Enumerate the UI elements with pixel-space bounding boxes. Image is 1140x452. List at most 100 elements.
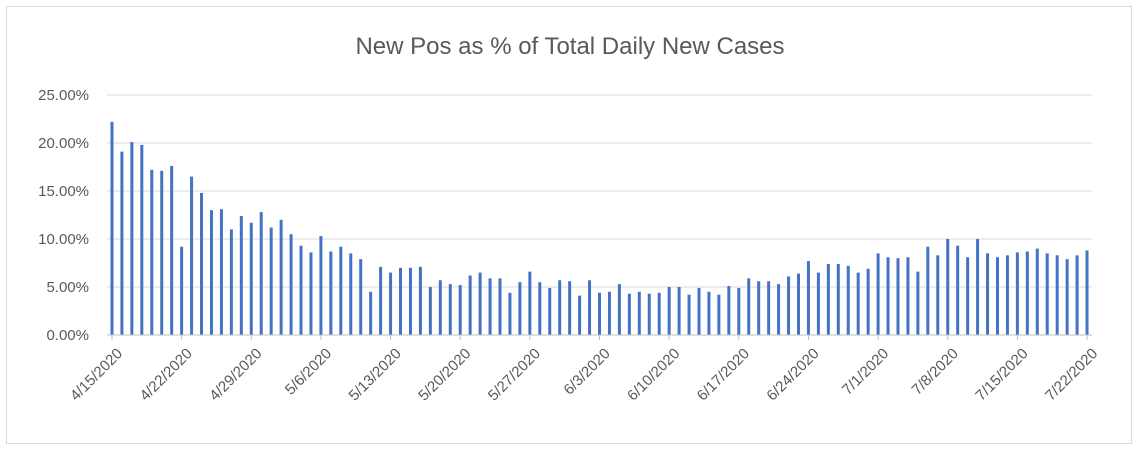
y-tick-label: 5.00% [46,279,89,296]
bar [428,287,432,335]
bar [657,292,661,335]
x-tick-label: 5/27/2020 [485,345,544,404]
bar [399,267,403,335]
bar [866,268,870,335]
bar [747,278,751,335]
y-tick-label: 0.00% [46,327,89,344]
x-tick-label: 6/24/2020 [763,345,822,404]
bar [438,280,442,335]
bar [1045,253,1049,335]
bar [1085,250,1089,335]
bar [448,284,452,335]
x-axis-tick-labels: 4/15/2020 4/22/2020 4/29/2020 5/6/2020 5/13/… [67,335,1101,404]
bar [309,252,313,335]
bar [478,272,482,335]
bar [1075,255,1079,335]
bar [727,286,731,335]
bar [787,276,791,335]
bar [408,267,412,335]
bar [538,282,542,335]
bar [757,281,761,335]
bar [1015,252,1019,335]
bar [140,144,144,335]
bar [936,255,940,335]
bar [717,294,721,335]
bar [339,246,343,335]
bar [150,169,154,335]
bar [677,287,681,335]
bar [886,257,890,335]
bar [647,293,651,335]
bar [926,246,930,335]
bar [836,263,840,335]
bar [1055,255,1059,335]
bar [209,210,213,335]
bar [846,265,850,335]
bar [806,261,810,335]
bar [876,253,880,335]
bar [468,275,472,335]
bar [1005,255,1009,335]
bar [418,266,422,335]
bar [299,245,303,335]
x-tick-label: 7/1/2020 [839,345,892,398]
bar [1065,259,1069,335]
bar [588,280,592,335]
gridlines [107,94,1092,288]
bar-chart: New Pos as % of Total Daily New Cases 0.… [38,33,1101,404]
bar [627,293,631,335]
bar [737,287,741,335]
x-tick-label: 6/17/2020 [694,345,753,404]
bar [637,291,641,335]
bar [518,282,522,335]
bar [170,166,174,335]
bar [498,278,502,335]
chart-frame: New Pos as % of Total Daily New Cases 0.… [6,6,1132,444]
bar [200,192,204,335]
bar [279,219,283,335]
bar [617,284,621,335]
bar [319,236,323,335]
bar [130,142,134,335]
bar [796,273,800,335]
bar [329,251,333,335]
bar [120,151,124,335]
bar [687,294,691,335]
bar [229,229,233,335]
bar [966,257,970,335]
x-tick-label: 5/6/2020 [282,345,335,398]
bar [528,271,532,335]
x-tick-label: 4/22/2020 [137,345,196,404]
y-tick-label: 20.00% [38,135,89,152]
bar [856,272,860,335]
bar [458,285,462,335]
bar [269,227,273,335]
bar [707,291,711,335]
x-tick-label: 7/15/2020 [972,345,1031,404]
bar [607,291,611,335]
bar [667,287,671,335]
bar [180,246,184,335]
y-tick-label: 10.00% [38,231,89,248]
bar [239,215,243,335]
bar [986,253,990,335]
bar [558,280,562,335]
bar [349,253,353,335]
bar [110,121,114,335]
x-tick-label: 6/10/2020 [624,345,683,404]
x-tick-label: 5/20/2020 [415,345,474,404]
bar [488,278,492,335]
bar [598,292,601,335]
bar [697,287,701,335]
bar [359,259,363,335]
bar [906,257,910,335]
x-tick-label: 7/22/2020 [1042,345,1101,404]
bar [219,209,223,335]
bar [259,212,263,335]
bar [777,284,781,335]
bar [578,295,582,335]
bar [976,239,980,335]
x-tick-label: 7/8/2020 [909,345,962,398]
y-tick-label: 25.00% [38,87,89,104]
bar [508,292,512,335]
